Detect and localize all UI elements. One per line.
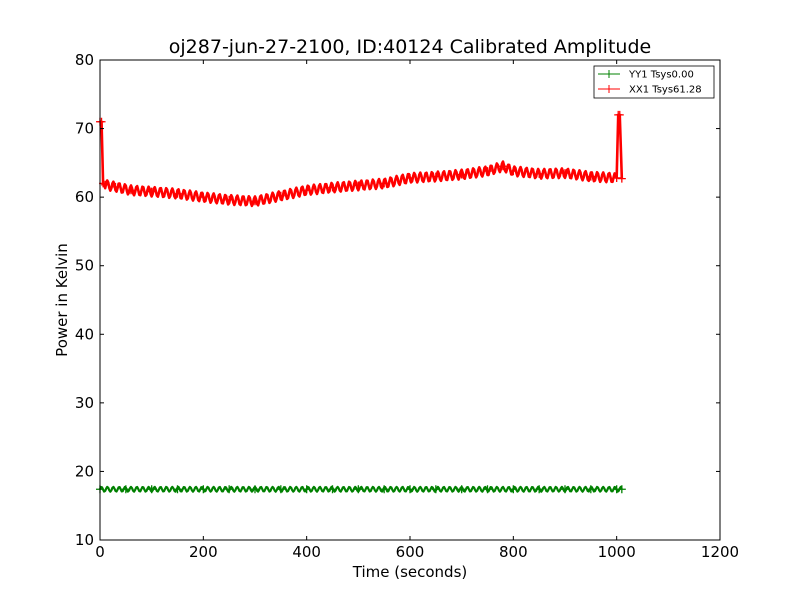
y-axis-label: Power in Kelvin <box>53 243 71 357</box>
data-point-yy1 <box>483 485 492 494</box>
data-point-xx1 <box>457 170 466 179</box>
x-tick-label: 800 <box>499 543 528 561</box>
legend-marker-xx1 <box>605 85 613 93</box>
data-point-xx1 <box>127 186 135 195</box>
data-point-xx1 <box>354 181 363 190</box>
data-point-xx1 <box>509 167 518 176</box>
x-tick-label: 200 <box>189 543 218 561</box>
data-point-yy1 <box>251 485 259 494</box>
x-tick-label: 600 <box>396 543 425 561</box>
series-layer <box>96 110 626 494</box>
data-point-xx1 <box>617 174 626 183</box>
data-point-xx1 <box>380 179 389 188</box>
data-point-yy1 <box>328 485 337 494</box>
data-point-xx1 <box>147 187 156 196</box>
data-point-xx1 <box>561 169 569 178</box>
y-tick-label: 10 <box>75 531 94 549</box>
y-tick-label: 70 <box>75 120 94 138</box>
y-tick-label: 80 <box>75 51 94 69</box>
data-point-yy1 <box>535 485 544 494</box>
data-point-xx1 <box>276 191 285 200</box>
data-point-yy1 <box>173 485 182 494</box>
legend-label-yy1: YY1 Tsys0.00 <box>628 70 694 81</box>
data-point-yy1 <box>147 485 156 494</box>
data-point-yy1 <box>354 485 363 494</box>
data-point-yy1 <box>121 485 130 494</box>
ticks-layer: 0 200 400 600 800 1000 1200 10 20 30 40 50 60 70 80 <box>75 51 739 561</box>
legend-label-xx1: XX1 Tsys61.28 <box>629 85 702 96</box>
data-point-yy1 <box>617 485 626 494</box>
data-point-yy1 <box>561 485 569 494</box>
x-tick-label: 1200 <box>701 543 739 561</box>
data-point-yy1 <box>457 485 466 494</box>
data-point-xx1 <box>615 110 624 119</box>
data-point-yy1 <box>302 485 311 494</box>
chart-title: oj287-jun-27-2100, ID:40124 Calibrated A… <box>169 36 651 58</box>
data-point-xx1 <box>406 173 414 182</box>
legend-marker-yy1 <box>605 70 613 78</box>
y-tick-label: 50 <box>75 257 94 275</box>
data-point-xx1 <box>225 195 234 204</box>
data-point-yy1 <box>431 485 440 494</box>
data-point-xx1 <box>431 172 440 181</box>
data-point-xx1 <box>111 182 120 191</box>
data-point-yy1 <box>406 485 414 494</box>
data-point-xx1 <box>499 162 507 171</box>
legend-box <box>593 65 715 99</box>
data-point-xx1 <box>586 172 595 181</box>
y-tick-label: 60 <box>75 188 94 206</box>
x-tick-label: 1000 <box>598 543 636 561</box>
x-tick-label: 0 <box>95 543 105 561</box>
data-point-xx1 <box>173 189 182 198</box>
data-point-xx1 <box>101 180 110 189</box>
data-point-yy1 <box>276 485 285 494</box>
data-point-xx1 <box>328 183 337 192</box>
data-point-xx1 <box>199 193 208 202</box>
plot-area <box>100 60 720 540</box>
data-point-xx1 <box>251 197 259 206</box>
data-point-yy1 <box>586 485 595 494</box>
series-line-yy1 <box>99 485 623 493</box>
data-point-yy1 <box>509 485 518 494</box>
y-tick-label: 40 <box>75 325 94 343</box>
y-tick-label: 20 <box>75 462 94 480</box>
data-point-xx1 <box>483 167 492 176</box>
data-point-yy1 <box>380 485 389 494</box>
x-axis-label: Time (seconds) <box>352 563 468 581</box>
data-point-xx1 <box>612 173 621 182</box>
data-point-xx1 <box>302 186 311 195</box>
data-point-xx1 <box>97 117 106 126</box>
y-tick-label: 30 <box>75 394 94 412</box>
data-point-yy1 <box>225 485 234 494</box>
data-point-xx1 <box>535 169 544 178</box>
data-point-yy1 <box>199 485 208 494</box>
series-line-xx1 <box>99 113 624 208</box>
plot-frame <box>99 59 721 541</box>
x-tick-label: 400 <box>292 543 321 561</box>
legend: YY1 Tsys0.00 XX1 Tsys61.28 <box>593 65 715 99</box>
